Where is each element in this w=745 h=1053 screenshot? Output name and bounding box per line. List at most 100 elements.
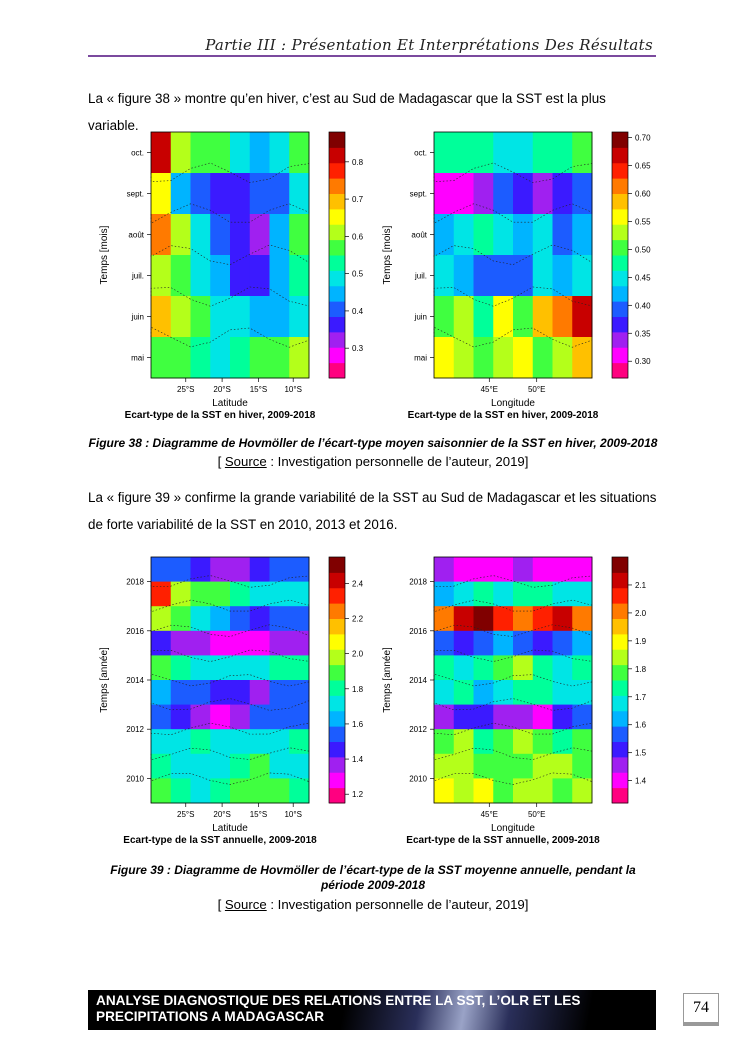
- y-axis-label: Temps [année]: [99, 647, 110, 713]
- heatmap-cell: [532, 581, 553, 607]
- heatmap-cell: [170, 606, 191, 632]
- heatmap-cell: [249, 173, 270, 215]
- heatmap-cell: [289, 630, 310, 656]
- colorbar-swatch: [612, 193, 628, 210]
- colorbar-tick-label: 1.5: [635, 749, 647, 758]
- colorbar-swatch: [329, 193, 345, 210]
- colorbar-swatch: [612, 572, 628, 589]
- heatmap-cell: [210, 337, 231, 379]
- heatmap-cell: [210, 778, 231, 804]
- heatmap-cell: [210, 753, 231, 779]
- heatmap-cell: [170, 296, 191, 338]
- heatmap-cell: [434, 214, 455, 256]
- colorbar-swatch: [329, 132, 345, 148]
- x-axis-label: Latitude: [212, 823, 248, 834]
- heatmap-cell: [170, 132, 191, 174]
- heatmap-cell: [289, 778, 310, 804]
- y-tick-label: 2014: [126, 676, 144, 685]
- colorbar-swatch: [329, 178, 345, 194]
- heatmap-cell: [493, 173, 514, 215]
- heatmap-cell: [493, 630, 514, 656]
- heatmap-cell: [493, 606, 514, 632]
- heatmap-cell: [210, 729, 231, 755]
- heatmap-cell: [289, 557, 310, 583]
- figure-38-right: oct. sept. août juil. juin mai 45°E 50°E Longitu…: [378, 125, 668, 435]
- colorbar-swatch: [612, 178, 628, 194]
- contour-line: [150, 162, 310, 183]
- colorbar-tick-label: 1.4: [635, 777, 647, 786]
- contour-line: [150, 575, 310, 588]
- colorbar-swatch: [329, 603, 345, 619]
- colorbar-swatch: [329, 331, 345, 348]
- colorbar-swatch: [612, 239, 628, 256]
- y-axis-label: Temps [mois]: [382, 225, 393, 284]
- heatmap-cell: [249, 337, 270, 379]
- contour-line: [433, 649, 593, 662]
- heatmap-cell: [151, 729, 172, 755]
- heatmap-cell: [552, 296, 573, 338]
- heatmap-cell: [434, 173, 455, 215]
- chart-sst-winter-latitude: oct. sept. août juil. juin mai 25°S 20°S 15°S 10°…: [99, 131, 364, 421]
- heatmap-cell: [473, 132, 494, 174]
- heatmap-cell: [513, 214, 534, 256]
- page-number: 74: [683, 993, 719, 1023]
- colorbar-frame: [328, 556, 346, 804]
- heatmap-cell: [210, 680, 231, 706]
- colorbar-swatch: [329, 347, 345, 364]
- y-tick-label: août: [411, 231, 427, 240]
- heatmap-cell: [473, 704, 494, 730]
- contour-line: [433, 326, 593, 348]
- heatmap-cell: [249, 704, 270, 730]
- heatmap-cell: [552, 581, 573, 607]
- heatmap-cell: [269, 173, 290, 215]
- heatmap-cell: [473, 606, 494, 632]
- heatmap-cell: [170, 557, 191, 583]
- heatmap-cell: [190, 255, 211, 297]
- colorbar-swatch: [329, 741, 345, 758]
- heatmap-cell: [230, 557, 251, 583]
- colorbar-swatch: [329, 208, 345, 225]
- heatmap-cell: [434, 680, 455, 706]
- colorbar-tick-label: 1.4: [352, 755, 364, 764]
- colorbar-swatch: [612, 756, 628, 773]
- heatmap-cell: [230, 655, 251, 681]
- heatmap-cell: [170, 729, 191, 755]
- heatmap-cell: [170, 704, 191, 730]
- heatmap-cell: [513, 255, 534, 297]
- colorbar-tick-label: 0.70: [635, 134, 651, 143]
- heatmap-cell: [151, 606, 172, 632]
- heatmap-cell: [552, 255, 573, 297]
- heatmap-cell: [269, 296, 290, 338]
- colorbar-swatch: [612, 224, 628, 241]
- heatmap-cell: [473, 680, 494, 706]
- heatmap-cell: [151, 132, 172, 174]
- colorbar-swatch: [612, 741, 628, 758]
- y-tick-label: sept.: [410, 190, 427, 199]
- colorbar-swatch: [612, 680, 628, 696]
- heatmap-cell: [210, 255, 231, 297]
- colorbar-swatch: [329, 224, 345, 241]
- heatmap-cell: [190, 214, 211, 256]
- heatmap-cell: [434, 778, 455, 804]
- colorbar-swatch: [329, 147, 345, 164]
- heatmap-cell: [493, 296, 514, 338]
- heatmap-cell: [473, 778, 494, 804]
- colorbar-swatch: [329, 726, 345, 742]
- running-header: Partie III : Présentation Et Interprétat…: [205, 36, 653, 54]
- heatmap-cell: [513, 630, 534, 656]
- x-tick-label: 50°E: [528, 810, 545, 819]
- y-tick-label: 2016: [126, 627, 144, 636]
- heatmap-cell: [289, 255, 310, 297]
- colorbar-tick-label: 0.3: [352, 344, 364, 353]
- heatmap-cell: [453, 337, 474, 379]
- heatmap-cell: [289, 704, 310, 730]
- colorbar-tick-label: 0.45: [635, 273, 651, 282]
- colorbar-swatch: [329, 618, 345, 635]
- heatmap-cell: [434, 729, 455, 755]
- heatmap-cell: [269, 655, 290, 681]
- heatmap-cell: [151, 255, 172, 297]
- y-tick-label: 2018: [126, 578, 144, 587]
- heatmap-cell: [269, 753, 290, 779]
- heatmap-cell: [170, 630, 191, 656]
- heatmap-cell: [513, 606, 534, 632]
